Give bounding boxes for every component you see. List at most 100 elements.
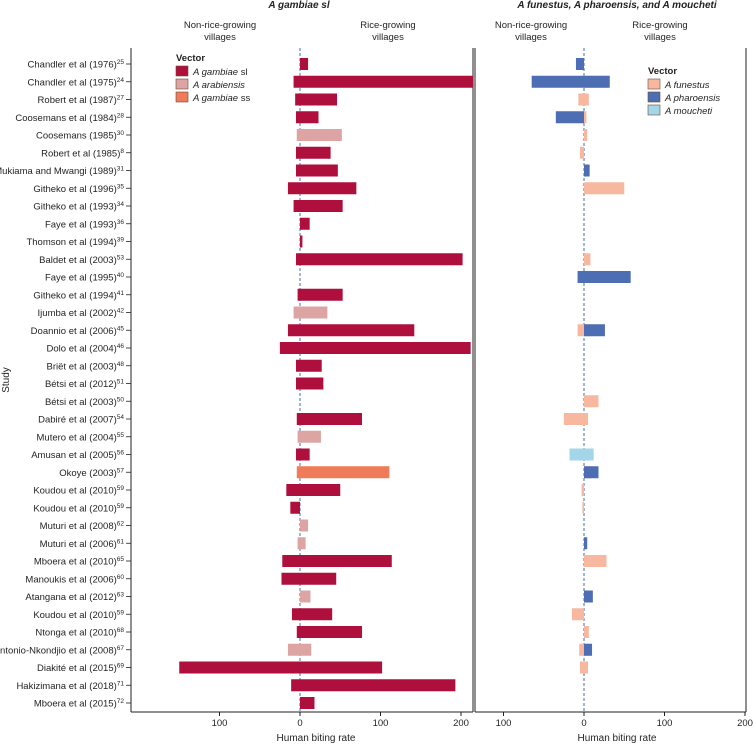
funestus-bar-pharoensis-row-0 bbox=[575, 58, 584, 70]
study-label: Dabiré et al (2007)54 bbox=[38, 414, 124, 426]
gambiae-bar-gambiae_sl-row-20 bbox=[296, 413, 362, 425]
legend-funestus: Vector A funestus A pharoensis A moucheti bbox=[647, 66, 720, 117]
panel-funestus-pharoensis-moucheti: 100 0 100 200 bbox=[474, 48, 753, 729]
legend-swatch-moucheti bbox=[647, 104, 661, 116]
gambiae-bar-gambiae_sl-row-36 bbox=[300, 697, 315, 709]
study-label: Hakizimana et al (2018)71 bbox=[16, 680, 124, 692]
left-rice-header: Rice-growing villages bbox=[360, 20, 415, 43]
y-axis-title: Study bbox=[1, 367, 12, 393]
funestus-bar-funestus-row-32 bbox=[584, 626, 589, 638]
panel-left-title: A gambiae sl bbox=[267, 0, 330, 11]
x-tick-label: 100 bbox=[212, 718, 228, 729]
gambiae-bar-gambiae_sl-row-24 bbox=[286, 484, 341, 496]
study-label: Dolo et al (2004)46 bbox=[47, 343, 125, 355]
study-label: Mboera et al (2015)72 bbox=[34, 698, 125, 710]
legend-title: Vector bbox=[176, 53, 205, 64]
study-label: Ntonga et al (2010)68 bbox=[35, 627, 124, 639]
study-label: Diakité et al (2015)69 bbox=[37, 663, 124, 675]
gambiae-bar-gambiae_sl-row-22 bbox=[295, 448, 310, 461]
gambiae-bar-gambiae_sl-row-0 bbox=[300, 58, 309, 70]
left-nonrice-header: Non-rice-growing villages bbox=[184, 20, 256, 43]
study-label: Bétsi et al (2012)51 bbox=[45, 379, 124, 391]
legend-swatch-gambiae_ss bbox=[175, 91, 189, 103]
study-label: Muturi et al (2008)62 bbox=[40, 521, 125, 533]
study-label: Thomson et al (1994)39 bbox=[26, 237, 124, 249]
study-label: Okoye (2003)57 bbox=[59, 467, 124, 479]
funestus-bar-funestus-row-4 bbox=[584, 129, 588, 141]
gambiae-bar-gambiae_ss-row-23 bbox=[296, 466, 390, 479]
funestus-bar-pharoensis-row-33 bbox=[584, 643, 593, 656]
study-label: Atangana et al (2012)63 bbox=[25, 592, 124, 604]
gambiae-bar-gambiae_sl-row-2 bbox=[295, 93, 338, 106]
gambiae-bar-gambiae_sl-row-10 bbox=[300, 235, 303, 248]
funestus-bar-funestus-row-5 bbox=[579, 146, 584, 159]
x-tick-label: 200 bbox=[453, 718, 469, 729]
study-label: Bétsi et al (2003)50 bbox=[45, 396, 124, 408]
gambiae-bar-gambiae_sl-row-16 bbox=[279, 342, 471, 354]
funestus-bar-funestus-row-7 bbox=[584, 182, 625, 195]
funestus-bar-funestus-row-2 bbox=[578, 93, 589, 106]
x-axis-title-right: Human biting rate bbox=[578, 733, 657, 744]
x-tick-label: 200 bbox=[737, 718, 753, 729]
funestus-bar-pharoensis-row-12 bbox=[577, 271, 631, 283]
study-label: Robert et al (1987)27 bbox=[38, 95, 125, 107]
panel-right-title: A funestus, A pharoensis, and A moucheti bbox=[516, 0, 717, 11]
gambiae-bar-arabiensis-row-33 bbox=[287, 643, 312, 656]
x-tick-label: 100 bbox=[657, 718, 673, 729]
gambiae-bar-gambiae_sl-row-8 bbox=[293, 200, 343, 212]
funestus-bar-funestus-row-3 bbox=[584, 111, 587, 124]
study-label: Githeko et al (1996)35 bbox=[33, 183, 124, 195]
gambiae-bar-gambiae_sl-row-31 bbox=[291, 608, 333, 621]
study-label: Muturi et al (2006)61 bbox=[40, 538, 125, 550]
study-label: Coosemans (1985)30 bbox=[36, 130, 124, 142]
study-label: Chandler et al (1975)24 bbox=[28, 77, 125, 89]
funestus-bar-pharoensis-row-27 bbox=[584, 537, 588, 550]
gambiae-bar-gambiae_sl-row-28 bbox=[282, 555, 392, 567]
legend-swatch-pharoensis bbox=[647, 91, 661, 103]
legend-label-arabiensis: A arabiensis bbox=[192, 80, 245, 91]
funestus-bar-pharoensis-row-1 bbox=[531, 75, 584, 88]
legend-gambiae: Vector A gambiae sl A arabiensis A gambiae … bbox=[175, 53, 250, 104]
legend-label-pharoensis: A pharoensis bbox=[664, 93, 720, 104]
gambiae-bar-arabiensis-row-14 bbox=[293, 306, 328, 319]
gambiae-bar-arabiensis-row-26 bbox=[300, 519, 309, 532]
gambiae-bar-gambiae_sl-row-5 bbox=[295, 146, 331, 159]
legend-title: Vector bbox=[648, 66, 677, 77]
legend-label-gambiae_sl: A gambiae sl bbox=[192, 67, 248, 78]
right-nonrice-header: Non-rice-growing villages bbox=[495, 20, 567, 43]
gambiae-bar-gambiae_sl-row-11 bbox=[295, 253, 463, 266]
funestus-bar-pharoensis-row-23 bbox=[584, 466, 599, 479]
funestus-bar-funestus-row-24 bbox=[581, 484, 584, 496]
study-label: Githeko et al (1994)41 bbox=[33, 290, 124, 302]
funestus-bar-funestus-row-25 bbox=[582, 501, 584, 514]
x-tick-label: 100 bbox=[496, 718, 512, 729]
funestus-bar-funestus-row-31 bbox=[571, 608, 584, 621]
study-labels: Chandler et al (1976)25 Chandler et al (1… bbox=[0, 59, 131, 710]
gambiae-bar-gambiae_sl-row-1 bbox=[293, 75, 474, 88]
gambiae-bar-gambiae_sl-row-18 bbox=[295, 377, 324, 390]
gambiae-bar-gambiae_sl-row-3 bbox=[295, 111, 319, 124]
legend-swatch-funestus bbox=[647, 78, 661, 90]
right-rice-header: Rice-growing villages bbox=[632, 20, 687, 43]
study-label: Mukiama and Mwangi (1989)31 bbox=[0, 166, 124, 178]
gambiae-bar-gambiae_sl-row-6 bbox=[295, 164, 338, 177]
gambiae-bar-arabiensis-row-4 bbox=[296, 129, 342, 141]
gambiae-bar-arabiensis-row-27 bbox=[297, 537, 306, 550]
legend-label-funestus: A funestus bbox=[664, 80, 710, 91]
funestus-bar-funestus-row-19 bbox=[584, 395, 599, 408]
legend-swatch-gambiae_sl bbox=[175, 65, 189, 77]
gambiae-bar-gambiae_sl-row-29 bbox=[281, 572, 337, 585]
funestus-bar-pharoensis-row-30 bbox=[584, 590, 593, 603]
funestus-bar-moucheti-row-22 bbox=[569, 448, 594, 461]
gambiae-bar-gambiae_sl-row-34 bbox=[179, 661, 383, 674]
gambiae-bar-gambiae_sl-row-32 bbox=[296, 626, 362, 638]
gambiae-bar-gambiae_sl-row-25 bbox=[290, 501, 300, 514]
x-tick-label: 0 bbox=[581, 718, 586, 729]
study-label: Antonio-Nkondjio et al (2008)67 bbox=[0, 645, 124, 657]
funestus-bar-funestus-row-28 bbox=[584, 555, 607, 567]
study-label: Koudou et al (2010)59 bbox=[33, 609, 124, 621]
study-label: Mutero et al (2004)55 bbox=[37, 432, 125, 444]
study-label: Githeko et al (1993)34 bbox=[33, 201, 124, 213]
funestus-bar-funestus-row-11 bbox=[584, 253, 591, 266]
